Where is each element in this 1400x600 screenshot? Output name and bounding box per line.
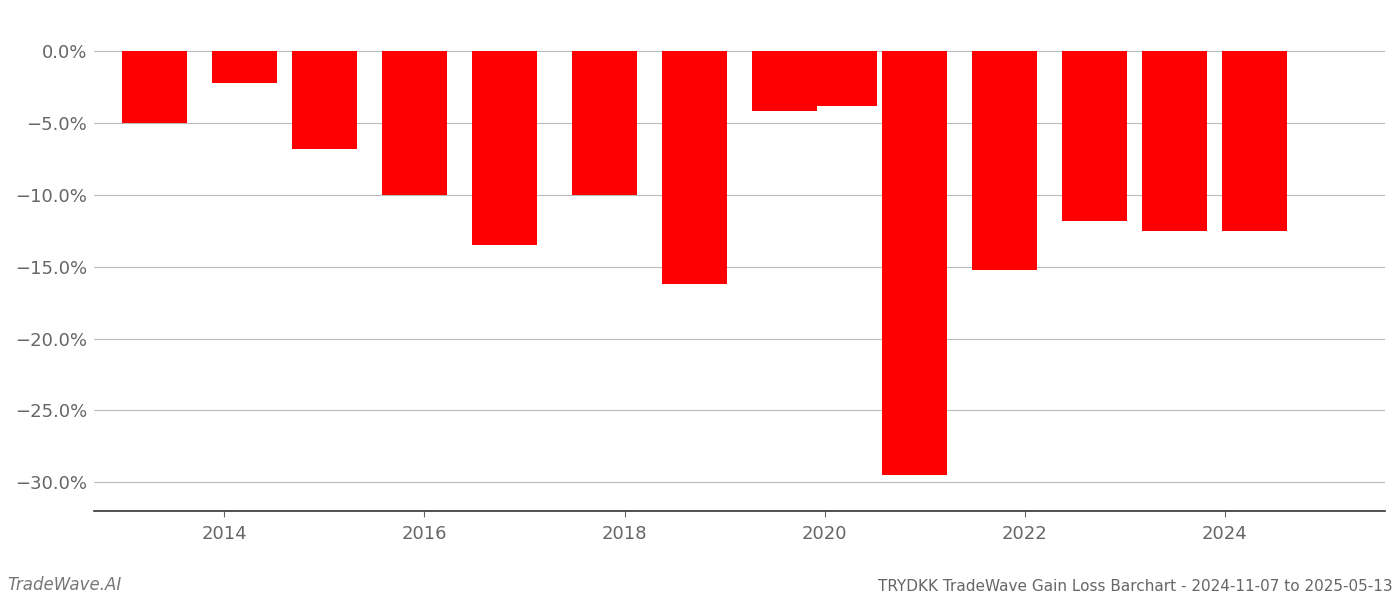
Bar (573, 51, 637, 195)
Bar (972, 51, 1037, 269)
Bar (122, 51, 186, 123)
Bar (382, 51, 447, 195)
Bar (752, 51, 818, 112)
Bar (211, 51, 277, 83)
Bar (662, 51, 727, 284)
Bar (1142, 51, 1207, 231)
Bar (812, 51, 878, 106)
Bar (291, 51, 357, 149)
Bar (1222, 51, 1288, 231)
Text: TRYDKK TradeWave Gain Loss Barchart - 2024-11-07 to 2025-05-13: TRYDKK TradeWave Gain Loss Barchart - 20… (878, 579, 1393, 594)
Text: TradeWave.AI: TradeWave.AI (7, 576, 122, 594)
Bar (472, 51, 538, 245)
Bar (1063, 51, 1127, 221)
Bar (882, 51, 948, 475)
